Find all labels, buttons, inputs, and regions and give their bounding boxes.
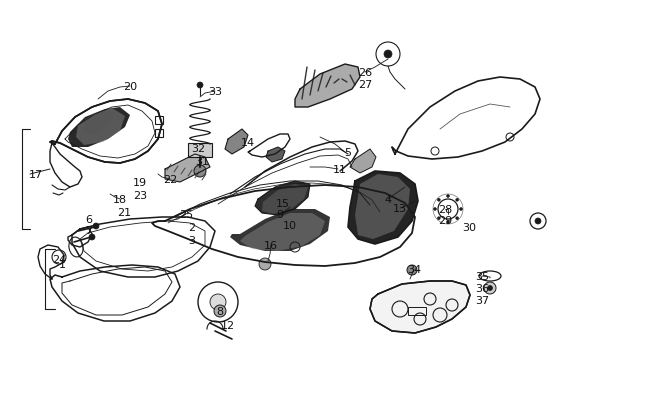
Text: 32: 32 — [191, 144, 205, 153]
Circle shape — [93, 224, 99, 230]
Polygon shape — [84, 113, 114, 136]
Text: 17: 17 — [29, 170, 43, 179]
Text: 35: 35 — [475, 271, 489, 281]
Text: 21: 21 — [117, 207, 131, 217]
Circle shape — [460, 208, 463, 211]
Polygon shape — [266, 148, 285, 162]
Circle shape — [437, 199, 440, 202]
Text: 12: 12 — [221, 320, 235, 330]
Text: 28: 28 — [438, 205, 452, 215]
Circle shape — [407, 265, 417, 275]
Text: 25: 25 — [179, 209, 193, 220]
Circle shape — [89, 234, 95, 241]
Text: 10: 10 — [283, 220, 297, 230]
Text: 18: 18 — [113, 194, 127, 205]
Text: 6: 6 — [86, 215, 92, 224]
Text: 1: 1 — [58, 259, 66, 269]
Circle shape — [194, 166, 206, 177]
Text: 16: 16 — [264, 241, 278, 250]
Text: 7: 7 — [85, 226, 92, 235]
Bar — [155, 130, 163, 138]
Polygon shape — [350, 149, 376, 174]
Polygon shape — [348, 172, 418, 244]
Text: 20: 20 — [123, 82, 137, 92]
Circle shape — [434, 208, 437, 211]
Polygon shape — [68, 108, 130, 148]
Text: 29: 29 — [438, 215, 452, 226]
Polygon shape — [165, 155, 210, 183]
Circle shape — [484, 282, 496, 294]
Circle shape — [456, 199, 459, 202]
Text: 11: 11 — [333, 164, 347, 175]
Circle shape — [456, 217, 459, 220]
Text: 13: 13 — [393, 203, 407, 213]
Polygon shape — [76, 109, 125, 146]
Circle shape — [214, 305, 226, 317]
Text: 30: 30 — [462, 222, 476, 232]
Text: 36: 36 — [475, 284, 489, 293]
Text: 31: 31 — [195, 157, 209, 166]
Polygon shape — [255, 181, 310, 215]
Polygon shape — [295, 65, 360, 108]
Polygon shape — [240, 213, 325, 252]
Text: 27: 27 — [358, 80, 372, 90]
Text: 23: 23 — [133, 190, 147, 200]
Text: 14: 14 — [241, 138, 255, 148]
Text: 24: 24 — [52, 254, 66, 264]
Text: 34: 34 — [407, 264, 421, 274]
Polygon shape — [262, 185, 308, 215]
Circle shape — [437, 217, 440, 220]
Text: 5: 5 — [344, 148, 352, 158]
Polygon shape — [355, 175, 410, 239]
Circle shape — [535, 218, 541, 224]
Polygon shape — [225, 130, 248, 155]
Text: 26: 26 — [358, 68, 372, 78]
Text: 8: 8 — [216, 306, 224, 316]
Bar — [188, 144, 212, 158]
Text: 4: 4 — [384, 194, 391, 205]
Text: 19: 19 — [133, 177, 147, 188]
Polygon shape — [230, 209, 330, 252]
Circle shape — [210, 294, 226, 310]
Polygon shape — [370, 281, 470, 333]
Text: 15: 15 — [276, 198, 290, 209]
Text: 9: 9 — [276, 209, 283, 220]
Circle shape — [384, 51, 392, 59]
Text: 3: 3 — [188, 235, 196, 245]
Text: 2: 2 — [188, 222, 196, 232]
Circle shape — [488, 286, 493, 291]
Circle shape — [197, 83, 203, 89]
Circle shape — [447, 221, 450, 224]
Bar — [155, 117, 163, 125]
Text: 22: 22 — [163, 175, 177, 185]
Bar — [408, 307, 426, 315]
Circle shape — [447, 195, 450, 198]
Text: 37: 37 — [475, 295, 489, 305]
Text: 33: 33 — [208, 87, 222, 97]
Circle shape — [259, 258, 271, 270]
